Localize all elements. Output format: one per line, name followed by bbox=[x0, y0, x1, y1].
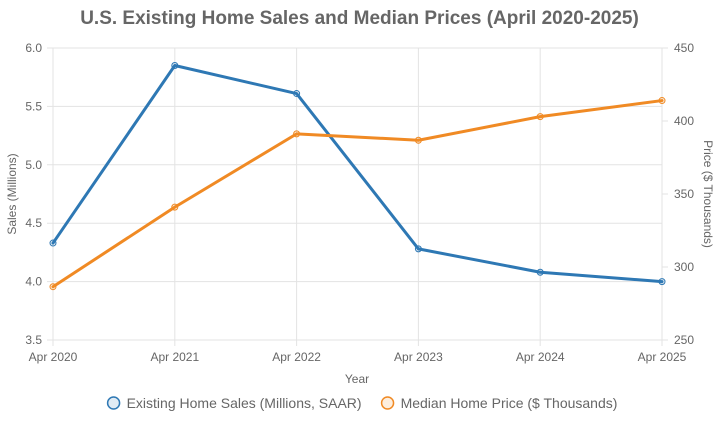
y-left-tick-label: 4.0 bbox=[25, 275, 42, 289]
x-tick-label: Apr 2020 bbox=[29, 350, 78, 364]
y-left-tick-label: 3.5 bbox=[25, 333, 42, 347]
chart-title: U.S. Existing Home Sales and Median Pric… bbox=[80, 8, 639, 29]
data-point[interactable] bbox=[49, 283, 57, 291]
data-point[interactable] bbox=[171, 62, 179, 70]
grid bbox=[47, 47, 668, 346]
legend-marker bbox=[106, 396, 121, 410]
data-point[interactable] bbox=[536, 268, 544, 276]
x-tick-label: Apr 2025 bbox=[638, 350, 687, 364]
legend-label: Median Home Price ($ Thousands) bbox=[401, 395, 618, 411]
y-left-tick-label: 5.0 bbox=[25, 158, 42, 172]
y-right-tick-label: 400 bbox=[674, 114, 694, 128]
y-axis-left-title: Sales (Millions) bbox=[5, 153, 19, 234]
y-left-tick-label: 4.5 bbox=[25, 216, 42, 230]
legend-label: Existing Home Sales (Millions, SAAR) bbox=[127, 395, 362, 411]
data-point[interactable] bbox=[293, 90, 301, 98]
y-left-tick-label: 5.5 bbox=[25, 99, 42, 113]
axes: 3.5 4.0 4.5 5.0 5.5 6.0 250 300 350 400 450 Apr 202… bbox=[25, 41, 694, 364]
x-tick-label: Apr 2021 bbox=[150, 350, 199, 364]
y-right-tick-label: 250 bbox=[674, 333, 694, 347]
data-point[interactable] bbox=[414, 245, 422, 253]
series-line-1 bbox=[51, 99, 664, 289]
x-axis-title: Year bbox=[345, 372, 369, 386]
legend-item-0[interactable]: Existing Home Sales (Millions, SAAR) bbox=[106, 395, 362, 411]
y-right-tick-label: 450 bbox=[674, 41, 694, 55]
series bbox=[49, 62, 666, 291]
series-line-0 bbox=[51, 64, 664, 284]
data-point[interactable] bbox=[658, 278, 666, 286]
x-tick-label: Apr 2024 bbox=[516, 350, 565, 364]
y-right-tick-label: 350 bbox=[674, 187, 694, 201]
y-left-tick-label: 6.0 bbox=[25, 41, 42, 55]
data-point[interactable] bbox=[658, 97, 666, 105]
x-tick-label: Apr 2022 bbox=[272, 350, 321, 364]
y-right-tick-label: 300 bbox=[674, 260, 694, 274]
data-point[interactable] bbox=[414, 136, 422, 144]
y-axis-right-title: Price ($ Thousands) bbox=[701, 140, 715, 248]
legend: Existing Home Sales (Millions, SAAR) Medi… bbox=[106, 395, 618, 411]
legend-marker bbox=[380, 396, 395, 410]
data-point[interactable] bbox=[293, 130, 301, 138]
legend-item-1[interactable]: Median Home Price ($ Thousands) bbox=[380, 395, 618, 411]
data-point[interactable] bbox=[536, 113, 544, 121]
data-point[interactable] bbox=[49, 239, 57, 247]
x-tick-label: Apr 2023 bbox=[394, 350, 443, 364]
data-point[interactable] bbox=[171, 203, 179, 211]
